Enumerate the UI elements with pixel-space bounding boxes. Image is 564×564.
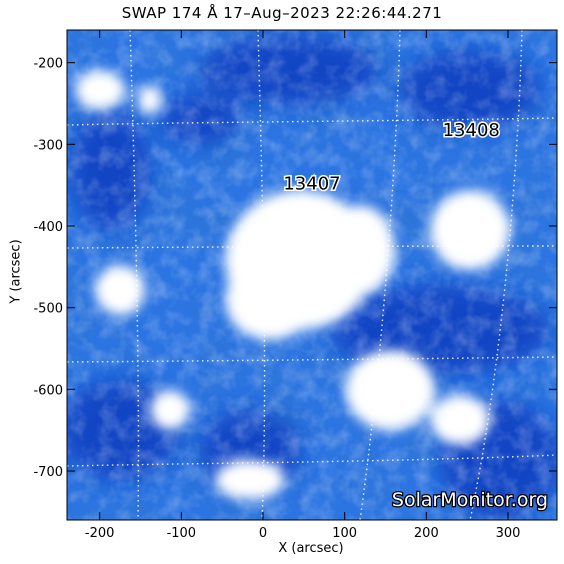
- image-title: SWAP 174 Å 17–Aug–2023 22:26:44.271: [121, 4, 443, 22]
- x-axis-label: X (arcsec): [278, 541, 344, 556]
- y-axis-label: Y (arcsec): [8, 239, 24, 304]
- coordinate-grid: [67, 30, 557, 520]
- x-tick-label: 200: [414, 526, 439, 541]
- plot-frame: [66, 29, 558, 521]
- y-axis-ticks: -200 -300 -400 -500 -600 -700: [33, 57, 557, 480]
- x-tick-label: 300: [496, 526, 521, 541]
- y-tick-label: -600: [33, 383, 63, 398]
- y-tick-label: -500: [33, 302, 63, 317]
- y-tick-label: -700: [33, 465, 63, 480]
- y-tick-label: -300: [33, 138, 63, 153]
- x-tick-label: -100: [167, 526, 197, 541]
- x-tick-label: 0: [259, 526, 267, 541]
- y-tick-label: -400: [33, 220, 63, 235]
- x-tick-label: 100: [332, 526, 357, 541]
- y-tick-label: -200: [33, 57, 63, 72]
- x-tick-label: -200: [85, 526, 115, 541]
- region-label-13407: 13407: [283, 173, 340, 194]
- watermark-solarmonitor: SolarMonitor.org: [392, 489, 548, 511]
- region-labels: 13407 13408: [282, 119, 502, 196]
- x-axis-ticks: -200 -100 0 100 200 300: [85, 30, 521, 541]
- region-label-13408: 13408: [443, 120, 500, 141]
